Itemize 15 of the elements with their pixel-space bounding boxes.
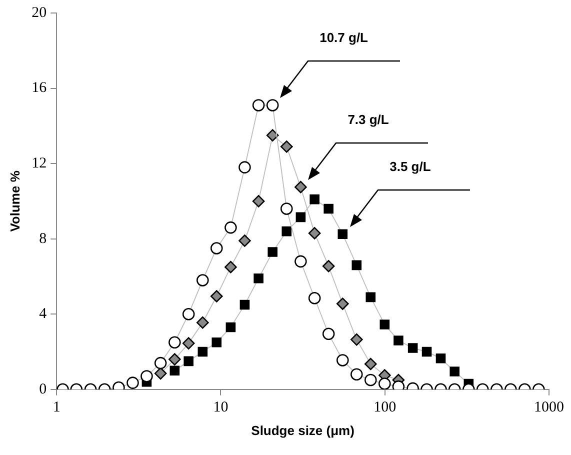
y-tick-label: 20 (32, 4, 47, 21)
x-tick-label: 10 (213, 399, 228, 416)
y-tick-label: 12 (32, 155, 47, 172)
x-axis-title: Sludge size (μm) (251, 422, 354, 438)
annotation: 10.7 g/L (320, 30, 368, 46)
x-tick-label: 1000 (534, 399, 564, 416)
y-axis-title: Volume % (7, 170, 22, 232)
x-tick-label: 100 (374, 399, 396, 416)
annotation: 7.3 g/L (348, 112, 389, 128)
y-tick-label: 0 (39, 381, 47, 398)
x-tick-label: 1 (52, 399, 60, 416)
annotation: 3.5 g/L (390, 159, 431, 174)
y-tick-label: 8 (39, 230, 47, 247)
y-tick-label: 16 (32, 80, 48, 96)
y-tick-label: 4 (39, 306, 48, 322)
